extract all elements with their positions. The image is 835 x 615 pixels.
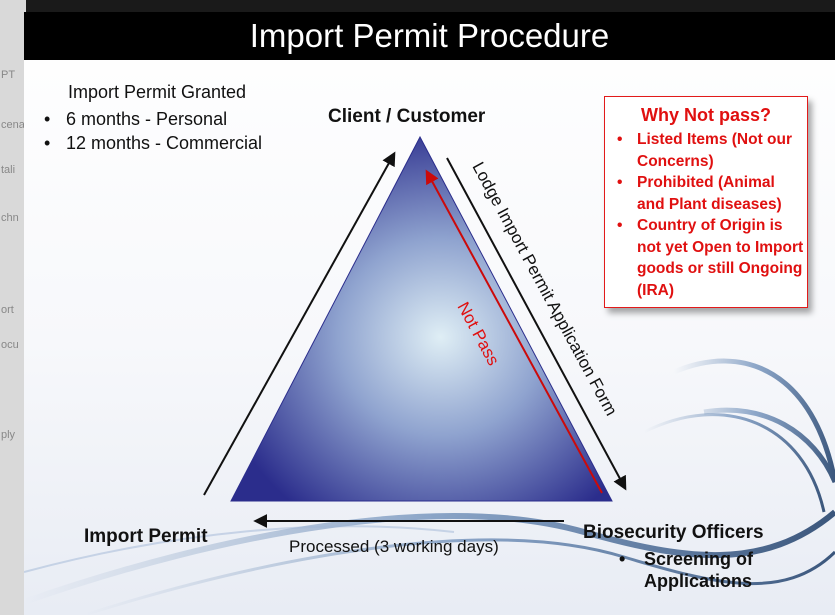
granted-item: 6 months - Personal [44,107,262,131]
arrow-client-to-biosecurity [446,157,627,491]
title-bar: Import Permit Procedure [24,12,835,60]
node-import-permit: Import Permit [84,526,208,547]
strip-text: ort [1,305,14,316]
granted-heading: Import Permit Granted [68,82,247,102]
process-triangle [230,135,613,502]
arrow-permit-to-client [203,151,396,496]
granted-item: 12 months - Commercial [44,131,262,155]
slide: Lodge Import Permit Application Form Not… [24,12,835,615]
why-not-item: Listed Items (Not our Concerns) [615,129,805,172]
bullet-icon: • [619,549,626,569]
strip-text: tali [1,165,16,176]
node-biosecurity: Biosecurity Officers [583,522,764,543]
why-not-pass-box: Why Not pass? Listed Items (Not our Conc… [604,96,808,308]
strip-text: cena [1,120,25,131]
strip-text: PT [1,70,16,81]
slide-title: Import Permit Procedure [249,17,610,54]
processed-label: Processed (3 working days) [289,537,499,556]
background-window-strip: PT cena tali chn ort ocu ply [0,0,26,615]
screening-label: Screening of Applications [644,549,754,591]
granted-list: 6 months - Personal 12 months - Commerci… [44,107,262,155]
strip-text: ply [1,430,16,441]
why-not-title: Why Not pass? [640,105,771,125]
procedure-diagram: Lodge Import Permit Application Form Not… [24,135,835,615]
strip-text: ocu [1,340,19,351]
screening-note: • Screening of Applications [619,548,799,592]
arrow-not-pass [425,169,603,494]
node-client: Client / Customer [328,106,486,127]
why-not-item: Country of Origin is not yet Open to Imp… [615,215,805,301]
why-not-item: Prohibited (Animal and Plant diseases) [615,172,805,215]
strip-text: chn [1,213,19,224]
why-not-list: Listed Items (Not our Concerns) Prohibit… [615,129,805,301]
